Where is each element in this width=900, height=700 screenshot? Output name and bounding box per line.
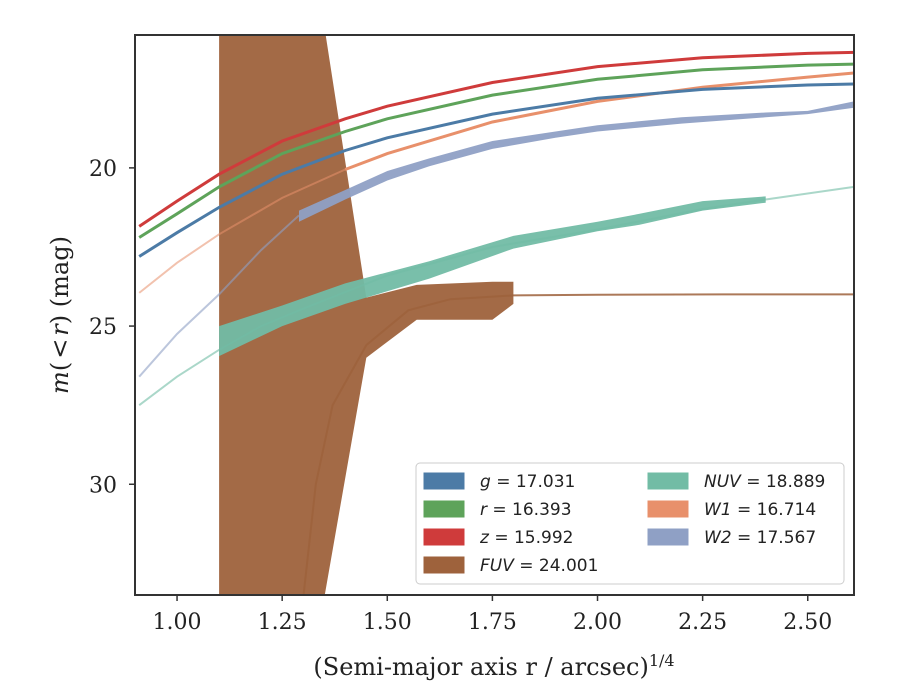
series-W2-band bbox=[299, 101, 854, 222]
legend: g = 17.031 r = 16.393 z = 15.992 FUV = 24.0… bbox=[415, 462, 845, 585]
legend-label-FUV: FUV = 24.001 bbox=[480, 556, 598, 576]
legend-swatch-r bbox=[423, 500, 465, 518]
legend-swatch-g bbox=[423, 472, 465, 490]
series-W1-line bbox=[344, 71, 854, 171]
series-FUV-line bbox=[302, 293, 854, 595]
plot-frame bbox=[134, 34, 855, 596]
x-tick-label: 1.25 bbox=[258, 610, 307, 635]
legend-label-z: z = 15.992 bbox=[479, 528, 573, 548]
series-g-line bbox=[138, 82, 854, 258]
legend-swatch-W1 bbox=[647, 500, 689, 518]
x-tick-label: 1.00 bbox=[153, 610, 202, 635]
legend-swatch-W2 bbox=[647, 528, 689, 546]
x-tick-label: 1.50 bbox=[363, 610, 412, 635]
axis-ticks: 1.00 1.25 1.50 1.75 2.00 2.25 2.50 20 25 30 bbox=[89, 157, 832, 635]
x-tick-label: 1.75 bbox=[468, 610, 517, 635]
series-r-line bbox=[138, 62, 854, 239]
plot-area bbox=[138, 35, 854, 595]
legend-label-NUV: NUV = 18.889 bbox=[704, 472, 825, 492]
legend-label-W1: W1 = 16.714 bbox=[704, 500, 816, 520]
series-NUV-line bbox=[138, 185, 854, 406]
legend-label-g: g = 17.031 bbox=[480, 472, 575, 492]
series-W1-faint-line bbox=[138, 168, 346, 294]
legend-swatch-z bbox=[423, 528, 465, 546]
x-tick-label: 2.00 bbox=[573, 610, 622, 635]
y-tick-label: 30 bbox=[89, 473, 117, 498]
series-z-line bbox=[138, 50, 854, 228]
series-FUV-band bbox=[219, 35, 514, 595]
y-tick-label: 20 bbox=[89, 157, 117, 182]
x-axis-label: (Semi-major axis r / arcsec)1/4 bbox=[313, 651, 674, 681]
legend-label-W2: W2 = 17.567 bbox=[704, 528, 816, 548]
y-tick-label: 25 bbox=[89, 315, 117, 340]
series-W2-line bbox=[138, 214, 300, 378]
x-tick-label: 2.25 bbox=[678, 610, 727, 635]
legend-swatch-FUV bbox=[423, 556, 465, 574]
legend-swatch-NUV bbox=[647, 472, 689, 490]
x-tick-label: 2.50 bbox=[783, 610, 832, 635]
legend-frame bbox=[415, 462, 845, 585]
y-axis-label: m(<r) (mag) bbox=[46, 236, 74, 394]
legend-label-r: r = 16.393 bbox=[480, 500, 572, 520]
